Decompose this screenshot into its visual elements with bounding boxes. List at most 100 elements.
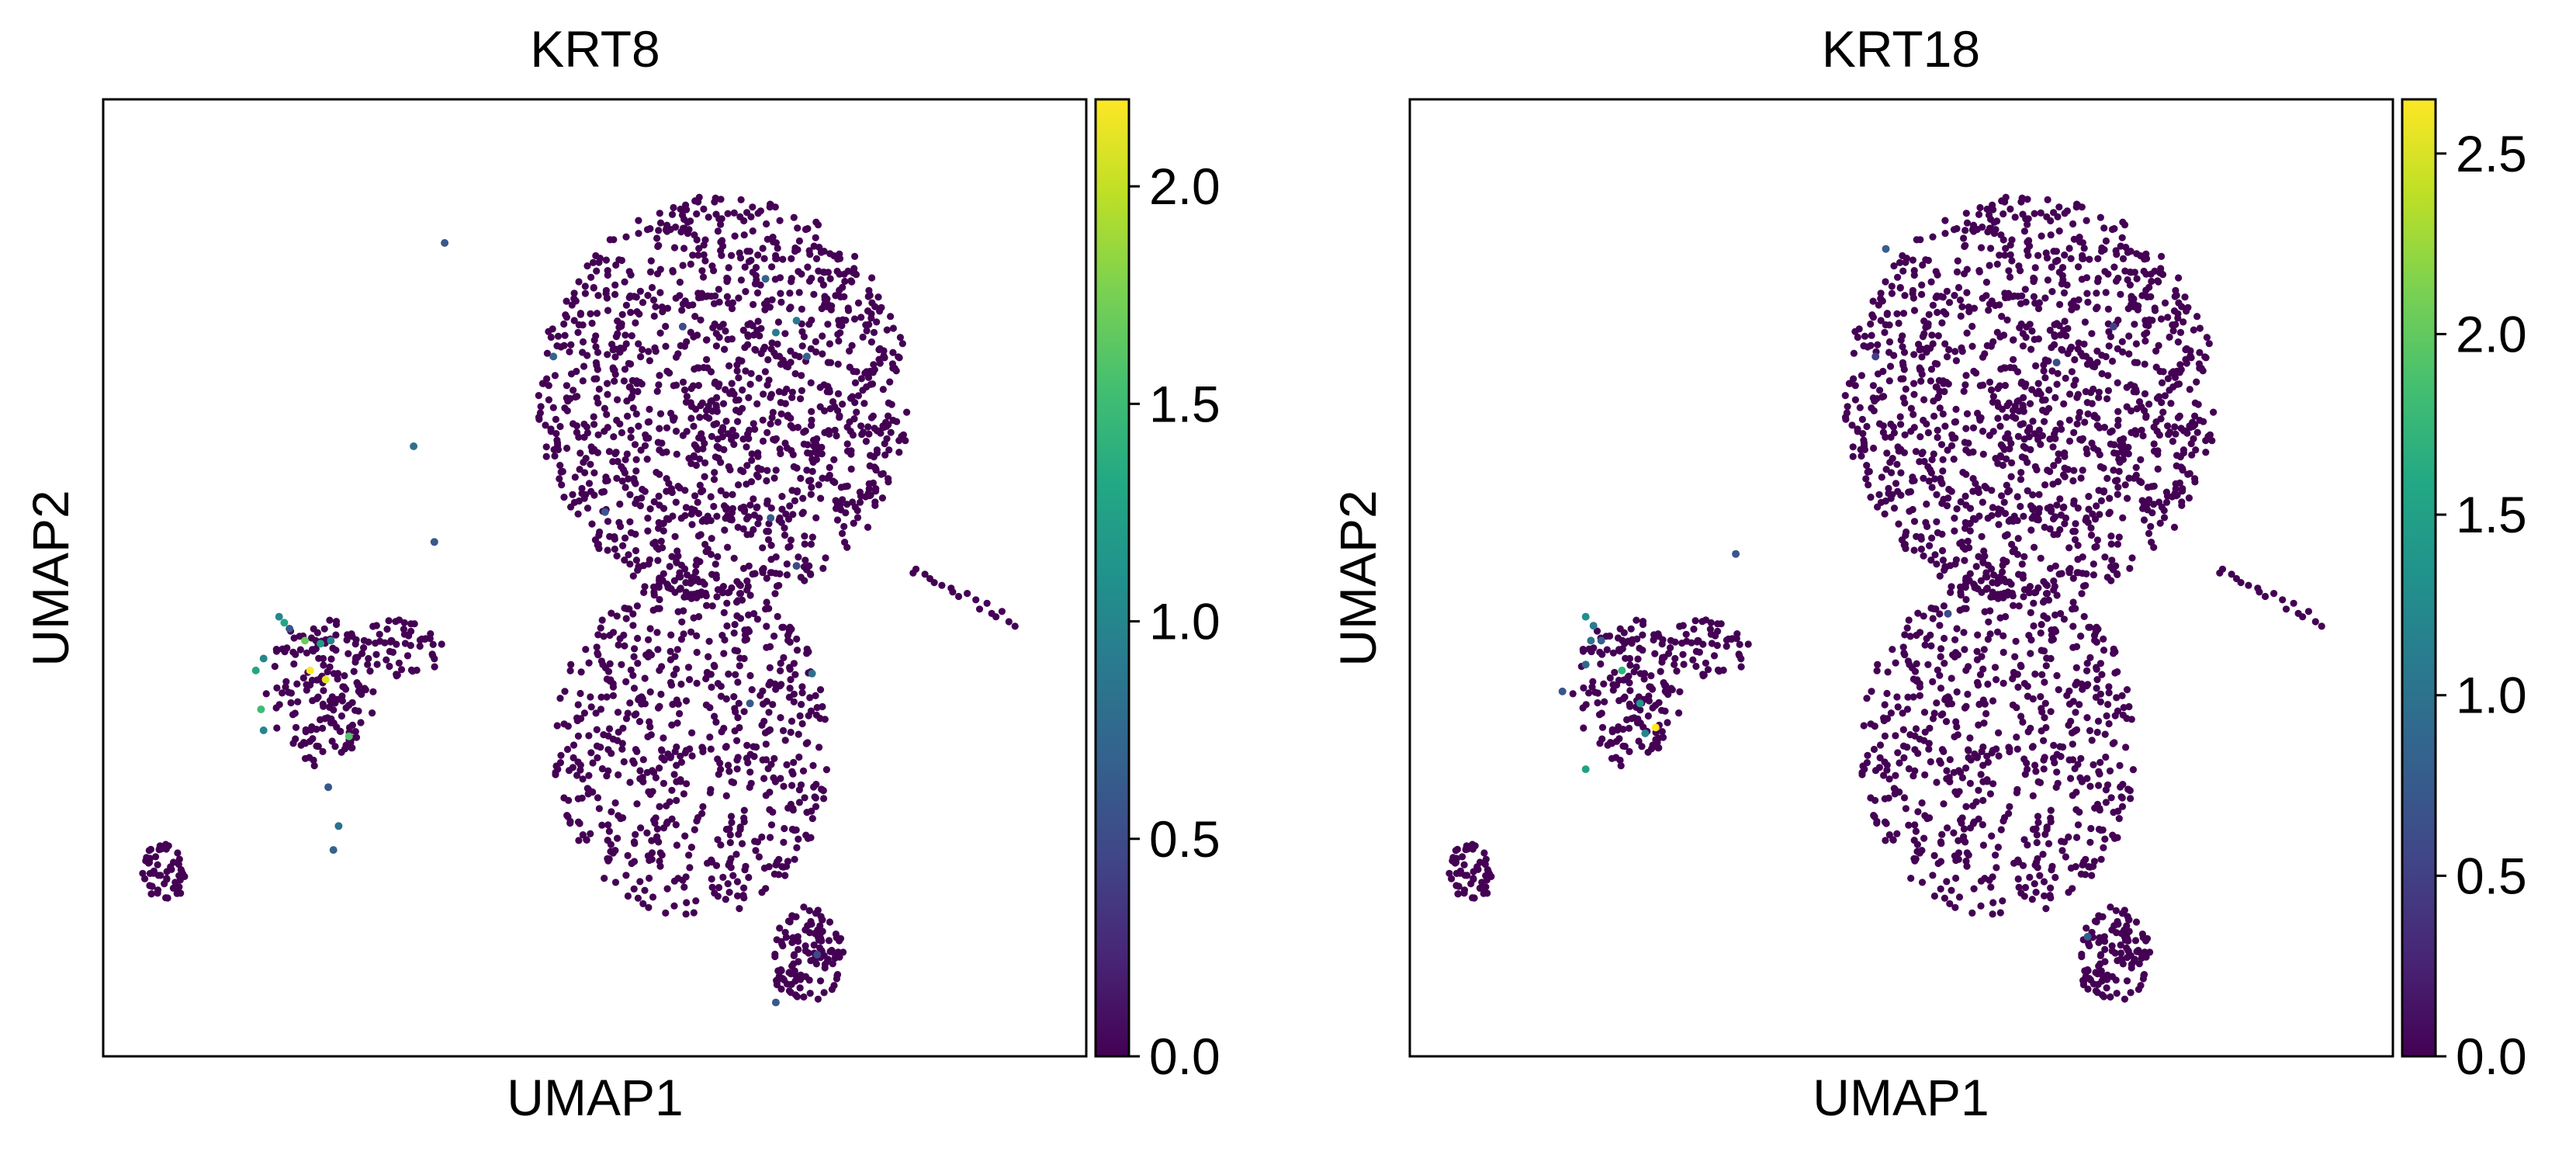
cell-point [310, 762, 318, 770]
cell-point [770, 774, 777, 782]
cell-point [589, 258, 597, 266]
cell-point [2039, 851, 2047, 858]
cell-point [663, 424, 671, 432]
cell-point [639, 299, 647, 307]
cell-point [1920, 396, 1928, 404]
cell-point [1890, 504, 1899, 512]
cell-point [1917, 533, 1925, 541]
cell-point [2100, 844, 2107, 851]
cell-point [2113, 929, 2121, 937]
cell-point [1446, 869, 1453, 877]
cell-point [2083, 667, 2091, 674]
cell-point [724, 589, 732, 597]
cell-point [788, 938, 796, 946]
cell-point [621, 278, 628, 286]
expressing-cell-point [329, 846, 338, 855]
cell-point [1867, 494, 1875, 501]
cell-point [895, 437, 903, 445]
cell-point [2027, 650, 2034, 657]
cell-point [341, 672, 348, 680]
cell-point [670, 244, 679, 251]
cell-point [299, 674, 307, 682]
cell-point [573, 714, 581, 722]
cell-point [703, 336, 711, 344]
cell-point [355, 688, 362, 695]
cell-point [2094, 980, 2102, 988]
cell-point [2034, 305, 2043, 313]
cell-point [1930, 450, 1937, 458]
cell-point [2021, 883, 2030, 892]
cell-point [767, 504, 775, 512]
expressing-cell-point [1882, 244, 1890, 253]
cell-point [2017, 663, 2025, 671]
cell-point [1899, 726, 1907, 733]
cell-point [1933, 292, 1941, 300]
cell-point [590, 413, 597, 421]
cell-point [777, 290, 784, 297]
cell-point [1993, 864, 2000, 872]
cell-point [1997, 506, 2005, 514]
cell-point [1989, 428, 1997, 435]
cell-point [651, 344, 659, 352]
cell-point [756, 332, 763, 340]
cell-point [2082, 516, 2090, 525]
cell-point [621, 604, 628, 612]
cell-point [1626, 747, 1633, 756]
cell-point [1713, 642, 1721, 650]
cell-point [2028, 515, 2036, 522]
cell-point [1921, 728, 1929, 736]
cell-point [870, 328, 878, 336]
cell-point [722, 695, 730, 703]
cell-point [332, 620, 341, 629]
expressing-cell-point [1944, 609, 1952, 618]
cell-point [781, 824, 788, 833]
cell-point [1960, 605, 1968, 612]
cell-point [1951, 636, 1959, 643]
cell-point [1931, 551, 1939, 559]
cell-point [1898, 536, 1906, 544]
cell-point [2034, 435, 2042, 444]
panel-krt18: KRT18 UMAP1 UMAP2 0.00.51.01.52.02.5 [1329, 20, 2527, 1126]
cell-point [1636, 670, 1644, 678]
cell-point [2103, 984, 2110, 992]
cell-point [746, 426, 753, 434]
cell-point [788, 782, 796, 789]
cell-point [1851, 396, 1859, 404]
cell-point [1981, 700, 1989, 708]
cell-point [705, 637, 713, 645]
cell-point [662, 342, 670, 350]
cell-point [627, 271, 635, 279]
cell-point [1881, 732, 1889, 740]
cell-point [667, 753, 675, 761]
cell-point [2132, 918, 2141, 926]
cell-point [821, 407, 829, 415]
cell-point [2101, 938, 2109, 945]
cell-point [1989, 873, 1996, 881]
cell-point [610, 366, 618, 374]
cell-point [641, 442, 649, 449]
cell-point [1664, 719, 1671, 726]
cell-point [1889, 455, 1896, 463]
cell-point [1914, 808, 1922, 816]
cell-point [2046, 892, 2054, 900]
cell-point [2074, 542, 2082, 550]
cell-point [1919, 261, 1927, 269]
cell-point [556, 695, 564, 702]
cell-point [1939, 456, 1947, 463]
cell-point [750, 525, 757, 534]
cell-point [334, 675, 341, 683]
cell-point [1975, 721, 1982, 729]
cell-point [800, 563, 808, 570]
cell-point [1965, 747, 1972, 754]
cell-point [744, 331, 752, 339]
cell-point [629, 572, 637, 580]
cell-point [800, 903, 808, 911]
cell-point [2128, 407, 2135, 415]
cell-point [279, 689, 286, 697]
cell-point [1995, 521, 2003, 529]
cell-point [2095, 487, 2103, 494]
cell-point [636, 287, 645, 295]
cell-point [1844, 403, 1851, 411]
cell-point [682, 398, 691, 406]
cell-point [307, 634, 316, 642]
